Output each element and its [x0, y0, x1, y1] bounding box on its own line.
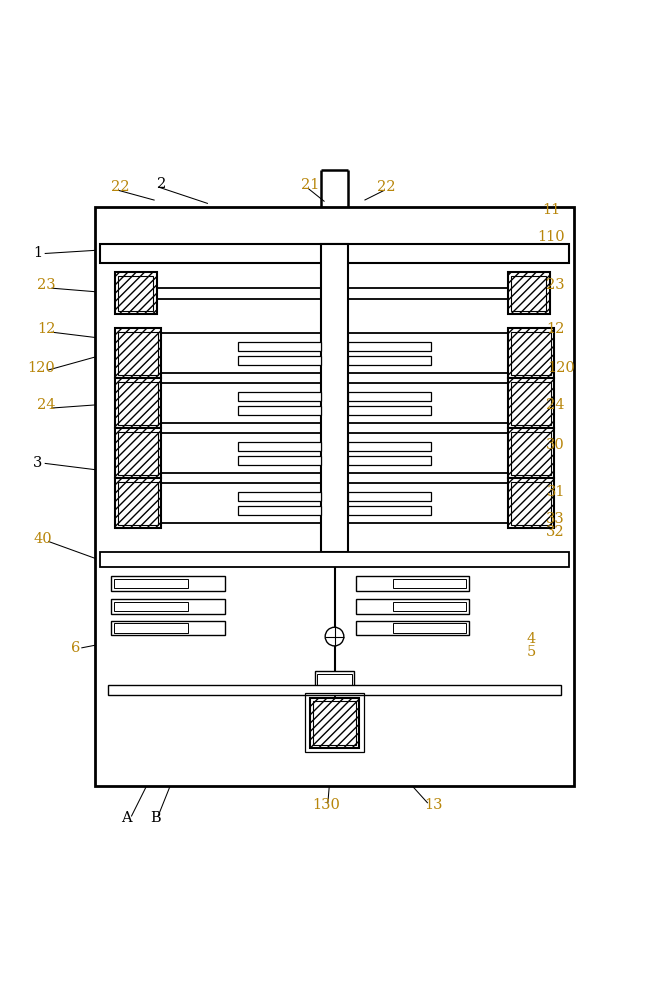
Bar [100, 552, 569, 567]
Text: 13: 13 [424, 798, 442, 812]
Text: B: B [151, 811, 161, 825]
Bar [118, 332, 158, 375]
Bar [114, 623, 187, 633]
Bar [511, 432, 551, 475]
Bar [238, 356, 321, 365]
Bar [356, 576, 469, 591]
Text: 22: 22 [111, 180, 129, 194]
Bar [108, 685, 561, 695]
Bar [118, 382, 158, 425]
Bar [511, 382, 551, 425]
Text: A: A [121, 811, 132, 825]
Text: 23: 23 [547, 278, 565, 292]
Bar [348, 392, 431, 401]
Bar [508, 378, 555, 428]
Bar [511, 482, 551, 525]
Bar [114, 478, 161, 528]
Text: 1: 1 [33, 246, 43, 260]
Bar [114, 602, 187, 611]
Text: 12: 12 [547, 322, 565, 336]
Bar [111, 621, 225, 635]
Bar [114, 378, 161, 428]
Text: 12: 12 [37, 322, 56, 336]
Bar [348, 356, 431, 365]
Bar [111, 576, 225, 591]
Bar [393, 623, 466, 633]
Text: 2: 2 [157, 177, 166, 191]
Bar [356, 621, 469, 635]
Text: 21: 21 [300, 178, 319, 192]
Bar [348, 506, 431, 515]
Text: 6: 6 [72, 641, 81, 655]
Text: 23: 23 [37, 278, 56, 292]
Bar [348, 406, 431, 415]
Text: 5: 5 [527, 645, 536, 659]
Bar [238, 442, 321, 451]
Bar [238, 456, 321, 465]
Text: 40: 40 [33, 532, 52, 546]
Bar [118, 482, 158, 525]
Bar [114, 428, 161, 478]
Bar [114, 579, 187, 588]
Bar [238, 392, 321, 401]
Text: 120: 120 [27, 361, 56, 375]
Bar [314, 671, 355, 691]
Text: 110: 110 [537, 230, 565, 244]
Bar [348, 442, 431, 451]
Bar [321, 244, 348, 552]
Text: 22: 22 [377, 180, 396, 194]
Bar [118, 276, 153, 311]
Bar [356, 599, 469, 614]
Text: 32: 32 [547, 525, 565, 539]
Text: 33: 33 [547, 512, 565, 526]
Text: 11: 11 [542, 203, 560, 217]
Text: 24: 24 [547, 398, 565, 412]
Text: 31: 31 [547, 485, 565, 499]
Bar [508, 478, 555, 528]
Bar [238, 406, 321, 415]
Bar [348, 456, 431, 465]
Bar [511, 276, 547, 311]
Bar [310, 698, 359, 748]
Bar [317, 674, 352, 689]
Bar [393, 602, 466, 611]
Text: 30: 30 [547, 438, 565, 452]
Bar [118, 432, 158, 475]
Bar [348, 492, 431, 501]
Bar [238, 342, 321, 351]
Bar [393, 579, 466, 588]
Bar [114, 272, 157, 314]
Text: 4: 4 [527, 632, 536, 646]
Bar [238, 506, 321, 515]
Bar [508, 272, 550, 314]
Text: 120: 120 [547, 361, 575, 375]
Bar [238, 492, 321, 501]
Bar [100, 244, 569, 263]
Bar [348, 342, 431, 351]
Bar [511, 332, 551, 375]
Bar [114, 328, 161, 378]
Bar [508, 428, 555, 478]
Text: 3: 3 [33, 456, 43, 470]
Bar [313, 701, 356, 745]
Text: 130: 130 [312, 798, 341, 812]
Bar [94, 207, 575, 786]
Bar [305, 693, 364, 752]
Bar [111, 599, 225, 614]
Text: 24: 24 [37, 398, 56, 412]
Bar [508, 328, 555, 378]
